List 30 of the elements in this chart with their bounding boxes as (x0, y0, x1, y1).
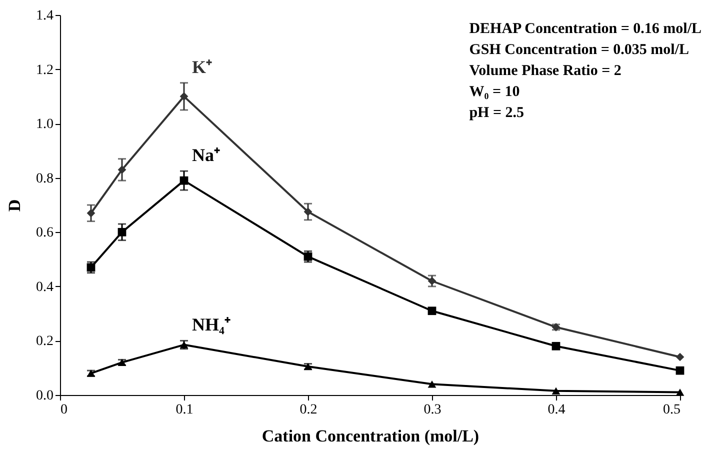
point (552, 342, 560, 350)
series-label: K⁺ (192, 56, 212, 77)
series-label: NH₄⁺ (192, 314, 230, 335)
y-tick-label: 0.0 (36, 388, 54, 404)
y-tick-label: 0.6 (36, 226, 54, 241)
point (428, 380, 436, 388)
x-axis-title: Cation Concentration (mol/L) (262, 426, 480, 446)
y-tick-label: 0.8 (36, 171, 54, 186)
annotation: Volume Phase Ratio = 2 (469, 63, 622, 79)
point (676, 388, 684, 396)
x-tick-label: 0 (60, 402, 68, 418)
x-tick-label: 0.4 (548, 402, 566, 418)
annotation: GSH Concentration = 0.035 mol/L (469, 42, 690, 58)
y-axis-title: D (5, 199, 24, 212)
point (552, 387, 560, 395)
annotation: pH = 2.5 (469, 105, 524, 121)
x-tick-label: 0.1 (176, 402, 194, 418)
annotation: W₀ = 10 (469, 84, 520, 100)
annotation: DEHAP Concentration = 0.16 mol/L (469, 21, 702, 37)
point (676, 366, 684, 375)
x-tick-label: 0.2 (300, 402, 318, 418)
series-label: Na⁺ (192, 145, 220, 166)
point (676, 352, 684, 362)
y-tick-label: 0.4 (36, 280, 54, 295)
x-tick-label: 0.3 (424, 402, 442, 418)
y-tick-label: 0.2 (36, 334, 54, 350)
y-tick-label: 1.2 (36, 62, 54, 78)
y-tick-label: 1.0 (36, 117, 54, 132)
x-tick-label: 0.5 (663, 402, 680, 418)
y-tick-label: 1.4 (36, 8, 54, 24)
